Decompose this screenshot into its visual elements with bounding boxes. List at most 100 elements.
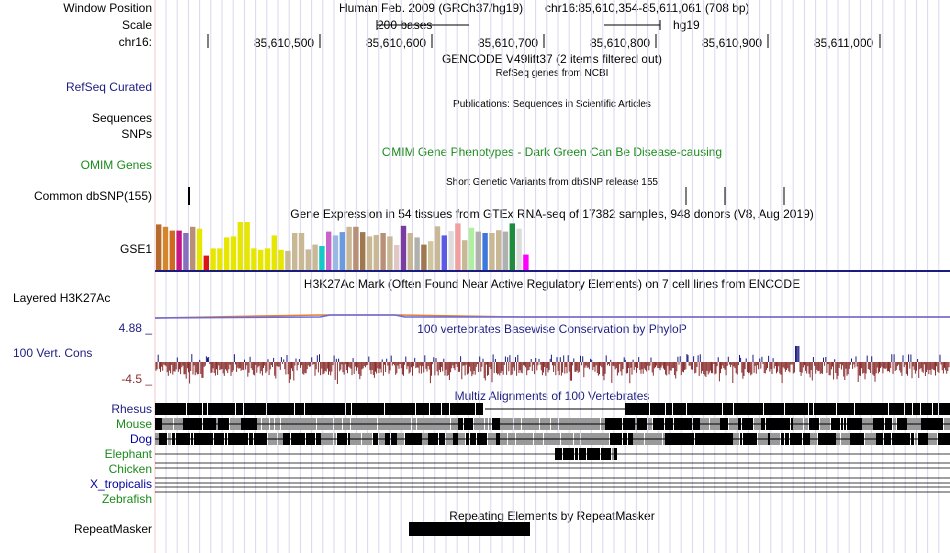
tick-label: 85,611,000 — [814, 36, 874, 50]
gtex-bar — [203, 255, 209, 270]
gtex-bar — [468, 227, 475, 270]
gtex-bar — [183, 233, 189, 270]
cons-max-label: 4.88 _ — [118, 321, 152, 335]
omim-title: OMIM Gene Phenotypes - Dark Green Can Be… — [381, 145, 723, 159]
gtex-bar — [332, 235, 339, 270]
gtex-bar — [271, 235, 277, 270]
species-label-elephant[interactable]: Elephant — [104, 447, 152, 461]
track-label-sequences[interactable]: Sequences — [91, 111, 152, 125]
alignment-block — [236, 403, 243, 415]
species-label-rhesus[interactable]: Rhesus — [111, 402, 152, 416]
gtex-bar — [400, 225, 407, 270]
gtex-bar — [516, 228, 522, 270]
tick-label: 85,610,800 — [590, 36, 651, 50]
gtex-bar — [509, 223, 515, 270]
species-label-dog[interactable]: Dog — [129, 432, 152, 446]
gtex-bar — [162, 226, 169, 270]
alignment-block — [913, 403, 920, 415]
gtex-bar — [292, 233, 298, 270]
alignment-block — [208, 403, 235, 415]
alignment-block — [155, 403, 186, 415]
repeat-element — [409, 522, 530, 536]
gtex-bar — [285, 250, 291, 270]
alignment-block — [450, 403, 475, 415]
alignment-block — [295, 403, 304, 415]
track-label-cons[interactable]: 100 Vert. Cons — [13, 346, 93, 360]
alignment-block — [385, 403, 415, 415]
gtex-bar — [441, 235, 447, 270]
gtex-bar — [264, 248, 271, 270]
alignment-block — [267, 403, 294, 415]
alignment-block — [939, 403, 950, 415]
gtex-bar — [176, 230, 182, 270]
gtex-bar — [244, 222, 250, 270]
alignment-block — [687, 403, 722, 415]
gtex-bar — [237, 222, 243, 270]
alignment-block — [352, 403, 384, 415]
alignment-block — [855, 403, 888, 415]
species-label-zebrafish[interactable]: Zebrafish — [101, 492, 152, 506]
multiz-title: Multiz Alignments of 100 Vertebrates — [454, 389, 650, 403]
gtex-bar — [346, 226, 352, 270]
alignment-block — [814, 403, 836, 415]
alignment-block — [430, 403, 441, 415]
gtex-bar — [407, 233, 413, 270]
repeatmasker-title: Repeating Elements by RepeatMasker — [449, 509, 655, 523]
gtex-bar — [489, 233, 495, 270]
gtex-bar — [278, 249, 284, 270]
scale-label: Scale — [121, 18, 152, 32]
gtex-bar — [217, 248, 223, 270]
alignment-block — [416, 403, 429, 415]
track-label-gse[interactable]: GSE1 — [119, 242, 152, 256]
gtex-bar — [224, 237, 230, 270]
gencode-title: GENCODE V49lift37 (2 items filtered out) — [441, 52, 663, 66]
gtex-bar — [360, 232, 366, 270]
track-label-dbsnp[interactable]: Common dbSNP(155) — [33, 189, 152, 203]
publications-title: Publications: Sequences in Scientific Ar… — [453, 99, 651, 110]
track-label-omim[interactable]: OMIM Genes — [80, 158, 152, 172]
gtex-bar — [482, 233, 488, 270]
alignment-block — [244, 403, 266, 415]
alignment-block — [187, 403, 202, 415]
gtex-bar — [523, 254, 529, 270]
gtex-bar — [421, 244, 427, 270]
track-label-refseq[interactable]: RefSeq Curated — [65, 80, 152, 94]
gtex-title: Gene Expression in 54 tissues from GTEx … — [290, 207, 814, 221]
gtex-bar — [251, 248, 257, 270]
chrom-label: chr16: — [118, 35, 152, 49]
gtex-bar — [312, 244, 318, 270]
alignment-block — [785, 403, 808, 415]
alignment-block — [734, 403, 763, 415]
alignment-block — [905, 403, 912, 415]
track-label-h3k27ac[interactable]: Layered H3K27Ac — [13, 291, 111, 305]
gtex-bar — [394, 245, 400, 270]
h3k27ac-signal — [154, 314, 950, 319]
species-label-mouse[interactable]: Mouse — [115, 417, 152, 431]
gtex-bar — [339, 232, 345, 270]
gtex-bar — [353, 226, 359, 270]
h3k27ac-title: H3K27Ac Mark (Often Found Near Active Re… — [303, 277, 801, 291]
gtex-bar — [156, 224, 162, 270]
alignment-block — [837, 403, 854, 415]
cons-min-label: -4.5 _ — [121, 372, 152, 386]
gtex-bar — [387, 236, 393, 270]
gtex-bar — [210, 248, 216, 270]
alignment-block — [476, 403, 483, 415]
gtex-bar — [502, 231, 509, 270]
track-label-repeatmasker[interactable]: RepeatMasker — [73, 522, 152, 536]
alignment-block — [809, 403, 813, 415]
track-label-snps[interactable]: SNPs — [121, 127, 152, 141]
gtex-bar — [190, 226, 196, 270]
species-label-chicken[interactable]: Chicken — [108, 462, 152, 476]
dbsnp-title: Short Genetic Variants from dbSNP releas… — [446, 177, 658, 188]
cons-title: 100 vertebrates Basewise Conservation by… — [417, 322, 687, 336]
gtex-bar — [305, 249, 311, 270]
gtex-bar — [298, 233, 305, 270]
alignment-block — [666, 403, 672, 415]
gtex-bar — [448, 231, 454, 270]
gtex-bar — [373, 235, 379, 270]
gtex-bar — [196, 228, 203, 270]
tick-label: 85,610,700 — [478, 36, 539, 50]
species-label-xtropicalis[interactable]: X_tropicalis — [89, 477, 152, 491]
gtex-bar — [169, 230, 175, 270]
